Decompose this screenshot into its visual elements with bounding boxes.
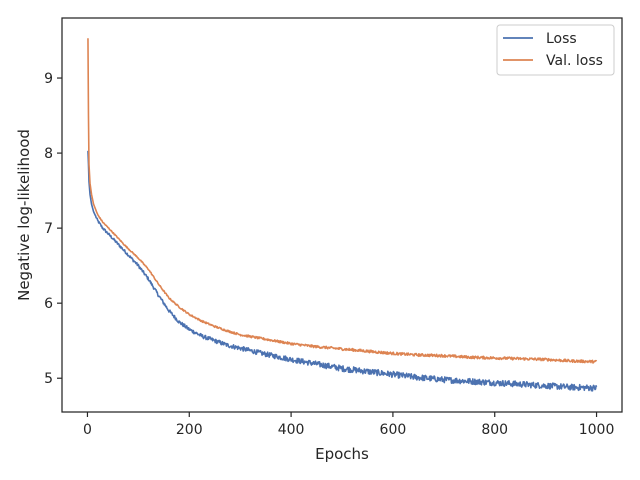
- x-tick-label: 400: [278, 422, 305, 438]
- legend-label-loss: Loss: [546, 31, 577, 47]
- x-tick-label: 0: [83, 422, 92, 438]
- x-axis: 0 200 400 600 800 1000: [83, 412, 614, 438]
- x-axis-label: Epochs: [315, 445, 369, 463]
- y-tick-label: 8: [44, 146, 53, 162]
- axes-frame: [61, 17, 623, 413]
- y-tick-label: 7: [44, 221, 53, 237]
- x-tick-label: 1000: [579, 422, 615, 438]
- series-line-loss: [87, 150, 598, 392]
- x-tick-label: 200: [176, 422, 203, 438]
- series-layer: [87, 38, 598, 392]
- legend: Loss Val. loss: [496, 24, 615, 76]
- y-tick-label: 6: [44, 296, 53, 312]
- y-axis-label: Negative log-likelihood: [15, 129, 33, 301]
- y-tick-label: 9: [44, 71, 53, 87]
- legend-label-val-loss: Val. loss: [546, 53, 603, 69]
- y-tick-label: 5: [44, 371, 53, 387]
- x-tick-label: 600: [380, 422, 407, 438]
- x-tick-label: 800: [481, 422, 508, 438]
- series-line-val-loss: [87, 38, 598, 364]
- y-axis: 5 6 7 8 9: [44, 71, 62, 387]
